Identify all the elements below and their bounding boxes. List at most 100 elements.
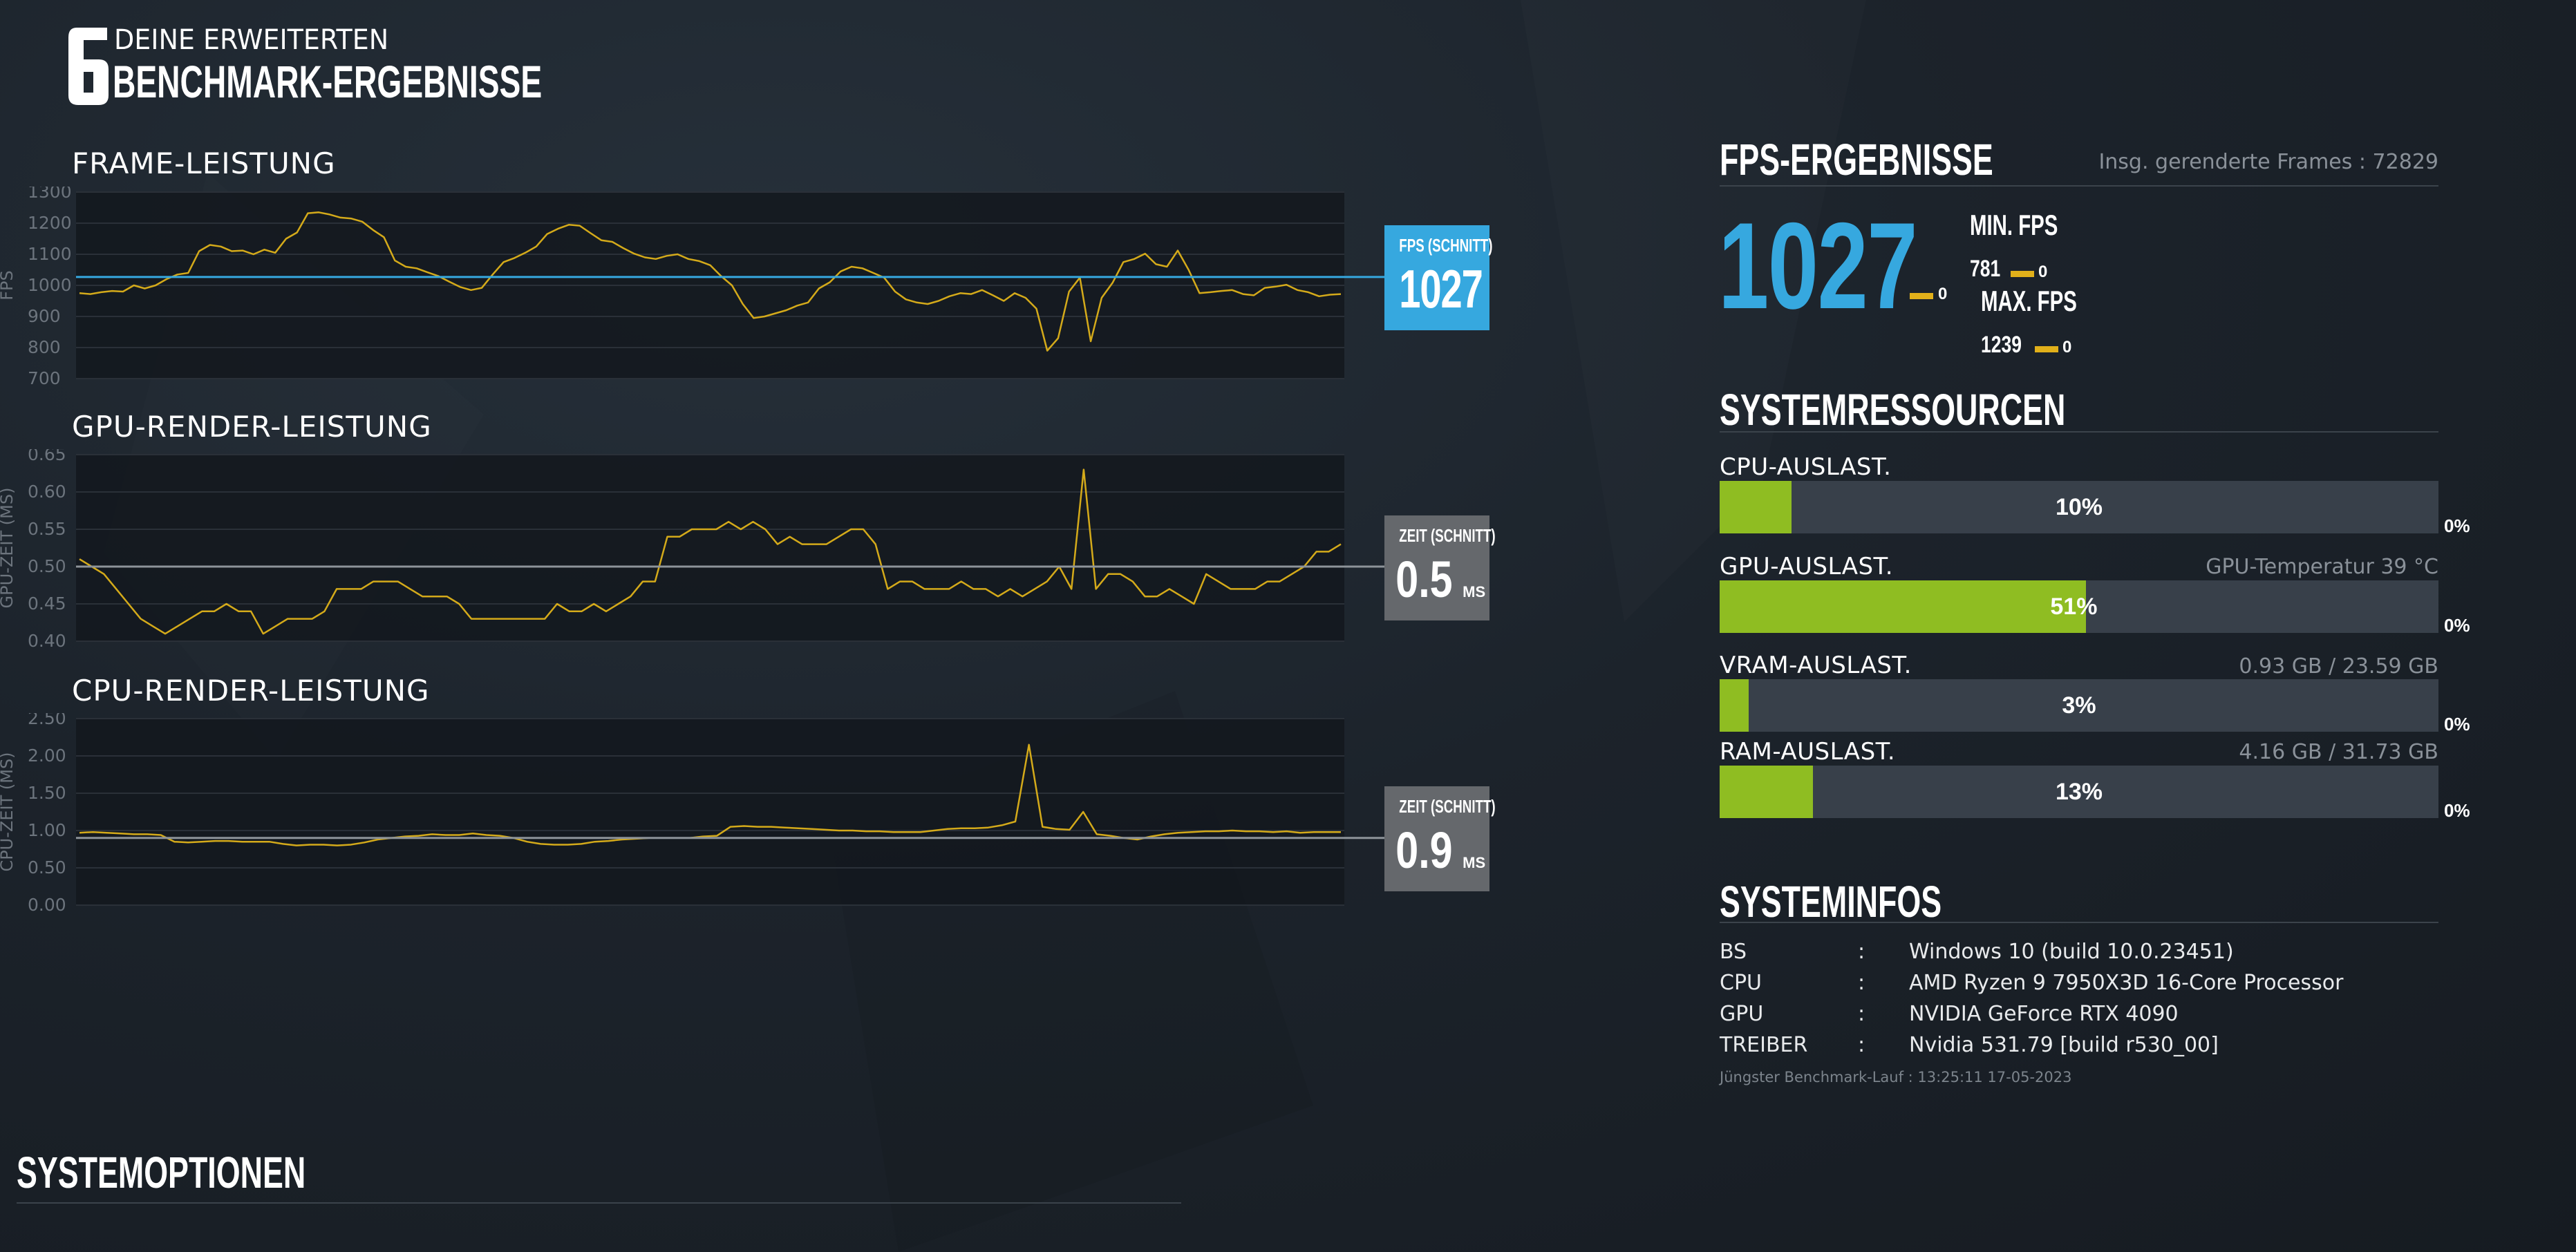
min-delta-bar [2011, 271, 2034, 277]
y-axis-label: FPS [0, 270, 17, 301]
page-title: BENCHMARK-ERGEBNISSE [113, 56, 543, 107]
max-delta-value: 0 [2062, 338, 2072, 357]
fps-average-big: 1027 [1718, 197, 1918, 334]
sysinfo-key: CPU [1720, 971, 1762, 995]
min-fps-value: 781 [1970, 256, 2001, 282]
system-info-title: SYSTEMINFOS [1720, 877, 1942, 927]
rainbow-six-logo-icon [68, 28, 109, 105]
gpu-time-average-box: ZEIT (SCHNITT) 0.5 MS [1384, 515, 1496, 620]
y-tick-label: 1100 [28, 244, 72, 264]
frame-chart-title: FRAME-LEISTUNG [72, 146, 336, 180]
y-tick-label: 0.65 [28, 449, 66, 464]
cpu-usage-bar: 10% [1720, 481, 2438, 533]
sysinfo-key: GPU [1720, 1002, 1764, 1026]
y-tick-label: 0.40 [28, 631, 66, 651]
sysinfo-key: TREIBER [1720, 1033, 1808, 1057]
last-benchmark-run: Jüngster Benchmark-Lauf : 13:25:11 17-05… [1720, 1069, 2072, 1085]
gpu-usage-label: GPU-AUSLAST. [1720, 553, 1894, 580]
ram-usage-delta: 0% [2444, 800, 2470, 821]
gpu-usage-bar: 51% [1720, 580, 2438, 633]
gpu-time-unit: MS [1463, 583, 1486, 600]
gpu-usage-delta: 0% [2444, 615, 2470, 636]
vram-usage-bar: 3% [1720, 679, 2438, 732]
y-tick-label: 2.50 [28, 713, 66, 728]
gpu-usage-fill [1720, 580, 2087, 633]
y-tick-label: 1300 [28, 187, 72, 202]
fps-results-title: FPS-ERGEBNISSE [1720, 135, 1993, 184]
sysinfo-colon: : [1858, 940, 1865, 964]
divider [1720, 185, 2438, 187]
vram-usage-delta: 0% [2444, 714, 2470, 734]
system-options-title[interactable]: SYSTEMOPTIONEN [17, 1148, 306, 1197]
y-tick-label: 0.50 [28, 857, 66, 878]
fps-average-label: FPS (SCHNITT) [1399, 235, 1493, 256]
y-tick-label: 0.50 [28, 556, 66, 576]
cpu-chart-title: CPU-RENDER-LEISTUNG [72, 674, 430, 708]
data-series-line [79, 468, 1342, 635]
cpu-time-average-value: 0.9 [1395, 822, 1453, 879]
vram-usage-percent: 3% [2062, 692, 2096, 719]
max-delta-bar [2035, 346, 2058, 352]
cpu-usage-label: CPU-AUSLAST. [1720, 453, 1892, 481]
sysinfo-colon: : [1858, 971, 1865, 995]
y-tick-label: 1.50 [28, 783, 66, 803]
vram-usage-amount: 0.93 GB / 23.59 GB [2239, 654, 2438, 679]
sysinfo-colon: : [1858, 1033, 1865, 1057]
vram-usage-fill [1720, 679, 1749, 732]
sysinfo-value: NVIDIA GeForce RTX 4090 [1909, 1002, 2179, 1026]
fps-average-box: FPS (SCHNITT) 1027 [1384, 225, 1493, 330]
ram-usage-bar: 13% [1720, 766, 2438, 818]
ram-usage-percent: 13% [2055, 779, 2103, 805]
y-axis-label: CPU-ZEIT (MS) [0, 752, 17, 871]
y-tick-label: 2.00 [28, 746, 66, 766]
sysinfo-value: Nvidia 531.79 [build r530_00] [1909, 1033, 2219, 1057]
sysinfo-value: AMD Ryzen 9 7950X3D 16-Core Processor [1909, 971, 2344, 995]
sysinfo-colon: : [1858, 1002, 1865, 1026]
cpu-render-chart: 2.50 2.00 1.50 1.00 0.50 0.00 CPU-ZEIT (MS) [0, 713, 1385, 915]
vram-usage-label: VRAM-AUSLAST. [1720, 652, 1912, 679]
avg-delta-value: 0 [1938, 285, 1948, 303]
total-frames-info: Insg. gerenderte Frames : 72829 [2098, 150, 2438, 174]
y-tick-label: 0.60 [28, 482, 66, 502]
plot-area [76, 719, 1344, 905]
cpu-time-unit: MS [1463, 854, 1486, 871]
y-tick-label: 0.00 [28, 895, 66, 915]
gpu-chart-title: GPU-RENDER-LEISTUNG [72, 410, 432, 444]
max-fps-value: 1239 [1981, 332, 2022, 358]
gpu-temperature: GPU-Temperatur 39 °C [2206, 555, 2438, 579]
ram-usage-label: RAM-AUSLAST. [1720, 738, 1896, 766]
y-tick-label: 0.45 [28, 594, 66, 614]
plot-area [76, 455, 1344, 641]
sysinfo-value: Windows 10 (build 10.0.23451) [1909, 940, 2234, 964]
system-resources-title: SYSTEMRESSOURCEN [1720, 385, 2066, 435]
min-delta-value: 0 [2038, 263, 2048, 281]
gpu-time-average-label: ZEIT (SCHNITT) [1399, 525, 1496, 546]
sysinfo-key: BS [1720, 940, 1747, 964]
y-tick-label: 1000 [28, 275, 72, 295]
cpu-usage-percent: 10% [2055, 494, 2103, 520]
max-fps-label: MAX. FPS [1981, 285, 2077, 317]
gpu-usage-percent: 51% [2050, 594, 2098, 620]
cpu-time-average-box: ZEIT (SCHNITT) 0.9 MS [1384, 786, 1496, 891]
cpu-time-average-label: ZEIT (SCHNITT) [1399, 796, 1496, 817]
gpu-time-average-value: 0.5 [1395, 551, 1453, 608]
data-series-line [79, 211, 1342, 352]
y-tick-label: 800 [28, 337, 61, 357]
avg-delta-bar [1910, 293, 1933, 299]
cpu-usage-delta: 0% [2444, 515, 2470, 536]
y-axis-label: GPU-ZEIT (MS) [0, 488, 17, 609]
fps-average-value: 1027 [1399, 258, 1483, 319]
header-subtitle: DEINE ERWEITERTEN [114, 24, 389, 56]
divider [1720, 431, 2438, 433]
ram-usage-fill [1720, 766, 1814, 818]
y-tick-label: 900 [28, 306, 61, 326]
frame-performance-chart: 1300 1200 1100 1000 900 800 700 FPS [0, 187, 1385, 388]
min-fps-label: MIN. FPS [1970, 209, 2058, 241]
y-tick-label: 1.00 [28, 820, 66, 840]
y-tick-label: 0.55 [28, 519, 66, 539]
y-tick-label: 1200 [28, 213, 72, 233]
divider [1720, 922, 2438, 923]
y-tick-label: 700 [28, 368, 61, 388]
ram-usage-amount: 4.16 GB / 31.73 GB [2239, 740, 2438, 764]
cpu-usage-fill [1720, 481, 1792, 533]
